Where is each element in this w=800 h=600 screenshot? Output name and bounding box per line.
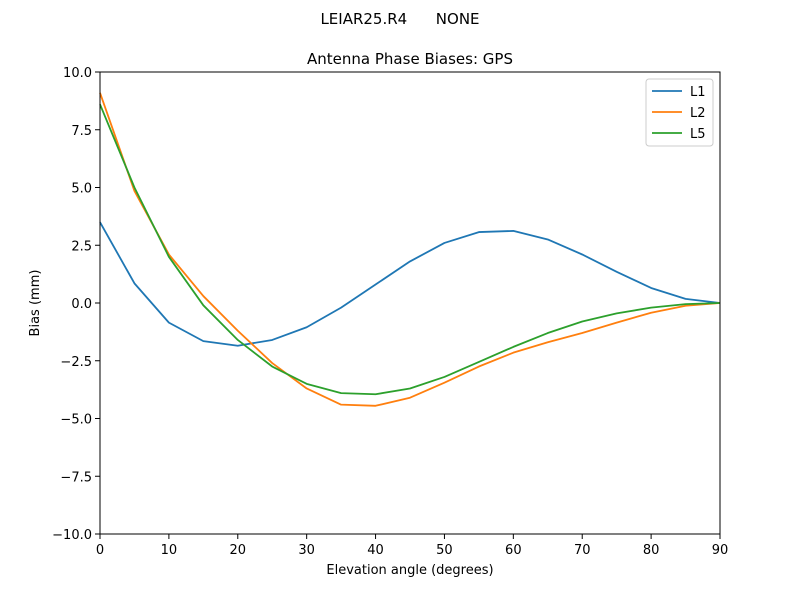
y-tick-label: 7.5 — [71, 124, 92, 139]
x-tick-label: 50 — [436, 543, 453, 558]
x-axis-ticks: 0 10 20 30 40 50 60 70 80 90 — [96, 534, 728, 558]
x-tick-label: 30 — [298, 543, 315, 558]
plot-area — [99, 71, 721, 535]
legend-label-l5: L5 — [690, 127, 706, 142]
x-tick-label: 70 — [574, 543, 591, 558]
series-layer — [99, 92, 721, 407]
legend-label-l2: L2 — [690, 106, 706, 121]
axes-background — [100, 72, 720, 534]
y-tick-label: −7.5 — [60, 470, 92, 485]
x-tick-label: 20 — [230, 543, 247, 558]
y-tick-label: 5.0 — [71, 182, 92, 197]
y-tick-label: −10.0 — [52, 528, 92, 543]
x-axis-label: Elevation angle (degrees) — [326, 563, 493, 578]
y-tick-label: 10.0 — [63, 66, 92, 81]
x-tick-label: 40 — [367, 543, 384, 558]
legend: L1 L2 L5 — [645, 78, 714, 147]
x-tick-label: 90 — [712, 543, 729, 558]
y-tick-label: 0.0 — [71, 297, 92, 312]
x-tick-label: 10 — [161, 543, 178, 558]
y-axis-ticks: −10.0 −7.5 −5.0 −2.5 0.0 2.5 5.0 7.5 10.0 — [52, 66, 100, 543]
series-line-l1 — [99, 221, 721, 347]
y-tick-label: −5.0 — [60, 413, 92, 428]
figure-suptitle: LEIAR25.R4 NONE — [320, 10, 479, 28]
series-line-l5 — [99, 103, 721, 396]
x-tick-label: 0 — [96, 543, 104, 558]
legend-label-l1: L1 — [690, 85, 706, 100]
series-line-l2 — [99, 92, 721, 407]
y-tick-label: −2.5 — [60, 355, 92, 370]
x-tick-label: 80 — [643, 543, 660, 558]
y-tick-label: 2.5 — [71, 239, 92, 254]
chart-title: Antenna Phase Biases: GPS — [307, 50, 513, 68]
x-tick-label: 60 — [505, 543, 522, 558]
y-axis-label: Bias (mm) — [28, 270, 43, 337]
